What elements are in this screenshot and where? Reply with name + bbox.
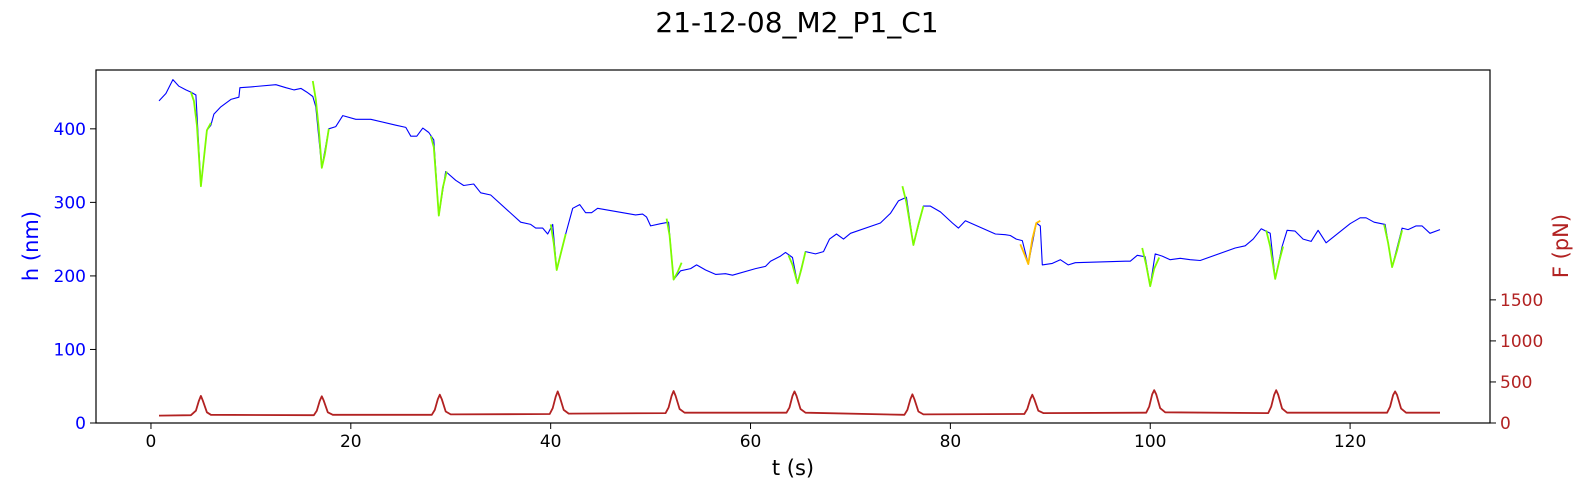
right-y-tick-label: 0 — [1500, 414, 1511, 434]
highlight-segment-11 — [1383, 224, 1403, 269]
left-y-axis-label: h (nm) — [19, 211, 43, 281]
left-y-tick-label: 200 — [54, 267, 86, 287]
highlight-segment-6 — [787, 251, 807, 285]
highlight-segment-5 — [665, 218, 683, 281]
left-y-tick-label: 0 — [75, 414, 86, 434]
right-y-axis-label: F (pN) — [1549, 214, 1573, 278]
x-tick-label: 100 — [1134, 432, 1166, 452]
chart-title: 21-12-08_M2_P1_C1 — [655, 6, 938, 39]
x-axis-label: t (s) — [772, 456, 814, 480]
highlight-segment-9 — [1141, 247, 1161, 288]
highlight-segment-7 — [901, 185, 925, 246]
height-series-line — [158, 79, 1441, 287]
right-y-axis: 0 500 1000 1500 — [1490, 291, 1543, 434]
left-y-tick-label: 100 — [54, 340, 86, 360]
highlight-segment-3 — [429, 135, 448, 217]
highlight-segment-4 — [549, 224, 567, 271]
right-y-tick-label: 500 — [1500, 373, 1532, 393]
right-y-tick-label: 1500 — [1500, 291, 1543, 311]
left-y-tick-label: 400 — [54, 120, 86, 140]
left-y-tick-label: 300 — [54, 193, 86, 213]
x-tick-label: 40 — [540, 432, 562, 452]
series-layer — [158, 79, 1441, 417]
x-tick-label: 60 — [740, 432, 762, 452]
x-tick-label: 120 — [1334, 432, 1366, 452]
right-y-tick-label: 1000 — [1500, 332, 1543, 352]
highlight-segment-2 — [311, 80, 330, 169]
highlight-segment-8 — [1019, 220, 1041, 266]
highlight-segment-1 — [190, 91, 212, 188]
force-series-line — [158, 389, 1440, 417]
x-tick-label: 20 — [340, 432, 362, 452]
highlight-segment-10 — [1265, 230, 1284, 280]
x-axis: 0 20 40 60 80 100 120 — [146, 423, 1366, 452]
x-tick-label: 80 — [940, 432, 962, 452]
left-y-axis: 0 100 200 300 400 — [54, 120, 96, 434]
plot-area — [158, 79, 1441, 417]
x-tick-label: 0 — [146, 432, 157, 452]
plot-frame — [95, 69, 1491, 424]
